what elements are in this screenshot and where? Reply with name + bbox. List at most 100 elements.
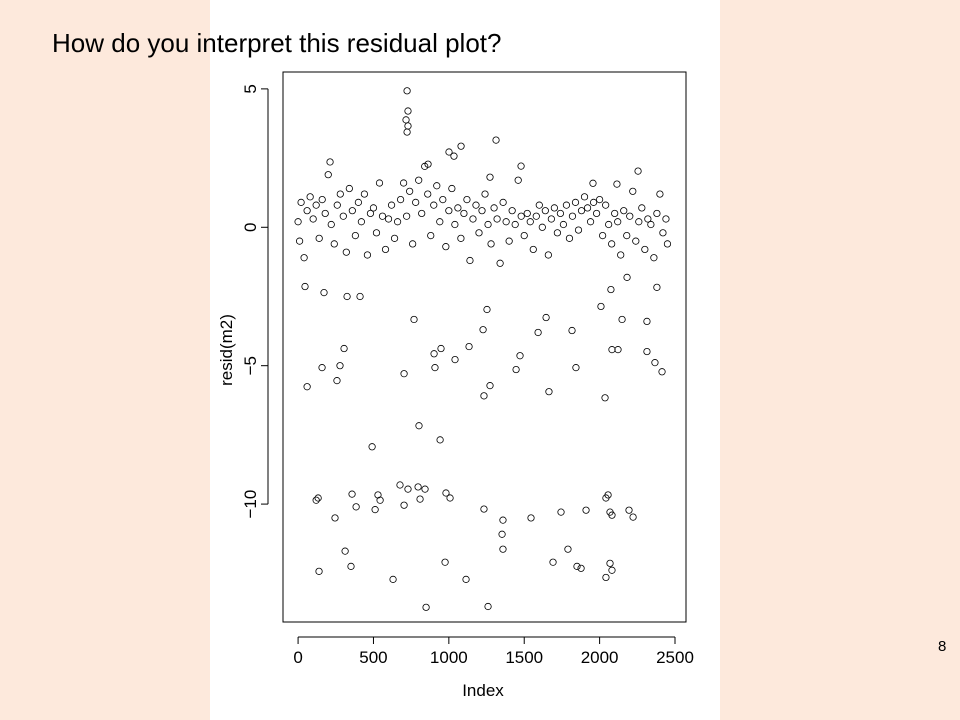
point: [565, 234, 574, 242]
point: [490, 204, 498, 212]
page-number: 8: [938, 638, 947, 655]
point: [589, 179, 597, 187]
white-panel: [210, 0, 720, 720]
point: [294, 218, 302, 226]
point: [632, 237, 640, 245]
point: [580, 193, 589, 201]
point: [568, 326, 576, 335]
point: [378, 212, 387, 220]
point: [321, 209, 329, 218]
point: [340, 344, 348, 353]
point: [629, 187, 637, 195]
point: [314, 494, 322, 502]
point: [406, 187, 414, 195]
point: [422, 603, 430, 611]
point: [562, 201, 571, 209]
point: [623, 231, 631, 240]
point: [431, 364, 439, 372]
point: [625, 506, 633, 514]
point: [545, 388, 553, 396]
point: [635, 218, 643, 226]
point: [618, 315, 626, 324]
y-axis-label: resid(m2): [217, 314, 236, 386]
point: [480, 505, 488, 513]
point: [478, 207, 486, 215]
point: [363, 251, 372, 259]
point: [341, 547, 349, 555]
point: [508, 207, 516, 215]
point: [303, 383, 311, 391]
point: [336, 190, 344, 198]
point: [374, 491, 382, 499]
point: [343, 292, 351, 301]
point: [457, 234, 465, 242]
point: [469, 215, 477, 223]
point: [446, 494, 454, 502]
point: [564, 545, 572, 553]
point: [517, 162, 525, 170]
point: [460, 209, 468, 218]
point: [527, 514, 535, 522]
point: [318, 196, 326, 204]
point: [549, 558, 557, 566]
point: [517, 212, 525, 220]
point: [442, 243, 450, 251]
point: [607, 285, 615, 294]
point: [465, 342, 473, 351]
point: [511, 220, 519, 229]
point: [651, 359, 659, 367]
point: [553, 229, 561, 237]
point: [333, 201, 341, 209]
point: [400, 501, 408, 509]
point: [402, 116, 410, 124]
point: [451, 220, 459, 229]
point: [360, 190, 369, 198]
point: [643, 317, 651, 325]
point: [404, 485, 412, 493]
point: [623, 273, 631, 281]
point: [663, 240, 672, 248]
point: [538, 223, 546, 231]
point: [602, 573, 610, 582]
point: [330, 240, 338, 248]
point: [352, 503, 360, 511]
point: [466, 256, 474, 265]
point: [502, 218, 510, 226]
point: [327, 220, 335, 229]
point: [486, 382, 494, 390]
point: [574, 226, 583, 234]
point: [534, 328, 542, 337]
y-tick-label: 0: [241, 223, 260, 232]
point: [641, 245, 649, 254]
point: [309, 215, 317, 223]
point: [333, 377, 341, 385]
point: [608, 511, 616, 519]
point: [347, 562, 355, 570]
point: [424, 190, 432, 198]
point: [626, 212, 634, 220]
point: [312, 496, 320, 504]
point: [650, 254, 658, 262]
point: [331, 514, 339, 522]
point: [415, 176, 423, 184]
point: [396, 481, 404, 489]
point: [662, 215, 670, 223]
point: [592, 209, 601, 218]
point: [556, 209, 565, 218]
point: [611, 209, 619, 218]
point: [480, 392, 488, 400]
point: [376, 496, 384, 504]
point: [320, 289, 328, 297]
point: [638, 204, 646, 212]
point: [451, 355, 459, 364]
point: [647, 220, 655, 229]
point: [634, 167, 642, 175]
point: [571, 198, 580, 206]
point: [445, 148, 453, 156]
point: [589, 198, 598, 206]
point: [409, 240, 417, 248]
point: [658, 368, 666, 376]
point: [557, 508, 565, 516]
point: [445, 207, 453, 215]
